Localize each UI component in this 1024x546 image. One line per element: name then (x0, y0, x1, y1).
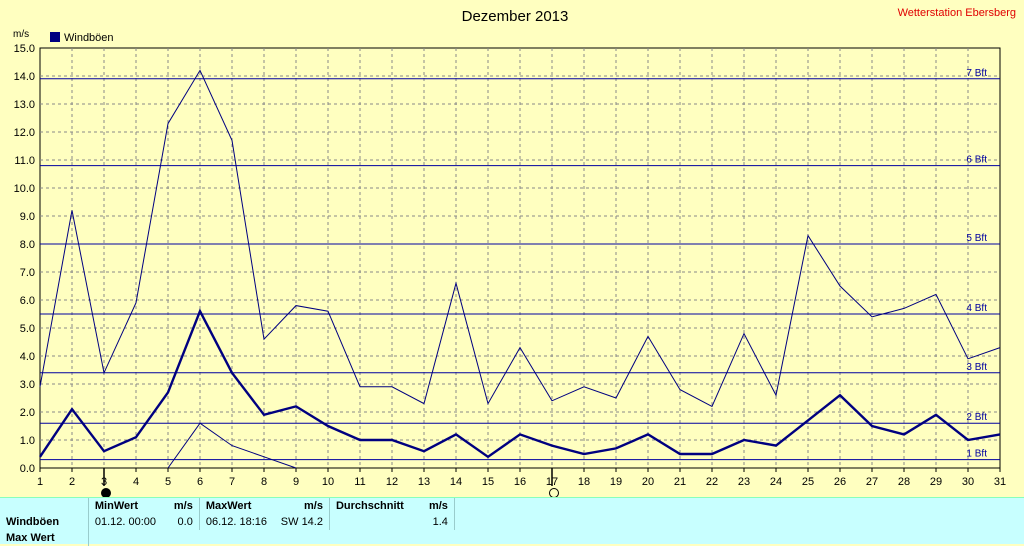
y-tick-label: 11.0 (14, 155, 35, 167)
x-tick-label: 22 (706, 476, 718, 488)
beaufort-label: 7 Bft (966, 68, 987, 79)
x-tick-label: 30 (962, 476, 974, 488)
y-tick-label: 10.0 (14, 183, 35, 195)
x-tick-label: 10 (322, 476, 334, 488)
stats-row-2-empty (87, 530, 1024, 546)
x-tick-label: 29 (930, 476, 942, 488)
chart-title: Dezember 2013 (462, 8, 569, 25)
series-line-max (39, 69, 1001, 408)
y-tick-label: 3.0 (20, 379, 35, 391)
x-tick-label: 16 (514, 476, 526, 488)
beaufort-label: 1 Bft (966, 449, 987, 460)
stats-avg-empty (328, 514, 418, 530)
stats-max-value: SW 14.2 (273, 514, 329, 530)
y-unit-label: m/s (13, 29, 29, 40)
y-tick-label: 4.0 (20, 351, 35, 363)
x-axis-ticks: 1234567891011121314151617181920212223242… (37, 468, 1006, 488)
series-line-min (167, 422, 297, 469)
y-tick-label: 6.0 (20, 295, 35, 307)
x-tick-label: 26 (834, 476, 846, 488)
y-tick-label: 5.0 (20, 323, 35, 335)
stats-header-empty (0, 498, 88, 514)
station-name: Wetterstation Ebersberg (898, 7, 1016, 19)
stats-max-dir: SW (280, 516, 299, 528)
beaufort-label: 3 Bft (966, 362, 987, 373)
x-tick-label: 5 (165, 476, 171, 488)
y-tick-label: 14.0 (14, 71, 35, 83)
stats-panel: MinWert m/s MaxWert m/s Durchschnitt m/s… (0, 497, 1024, 546)
x-tick-label: 18 (578, 476, 590, 488)
x-tick-label: 1 (37, 476, 43, 488)
stats-header-spacer (453, 498, 1024, 514)
stats-header-max-unit: m/s (304, 500, 323, 512)
x-tick-label: 19 (610, 476, 622, 488)
x-tick-label: 25 (802, 476, 814, 488)
stats-row-2-label: Max Wert (6, 532, 55, 544)
moon-markers (101, 468, 559, 497)
stats-header-min: MinWert (87, 498, 167, 514)
stats-avg-value: 1.4 (432, 516, 448, 528)
y-tick-label: 13.0 (14, 99, 35, 111)
stats-row: Windböen 01.12. 00:00 0.0 06.12. 18:16 S… (0, 514, 1024, 530)
x-tick-label: 11 (354, 476, 365, 488)
legend-label: Windböen (64, 32, 114, 44)
y-tick-label: 7.0 (20, 267, 35, 279)
stats-header-avg-unit: m/s (428, 500, 448, 512)
x-tick-label: 15 (482, 476, 494, 488)
stats-min-value: 0.0 (177, 516, 193, 528)
x-tick-label: 12 (386, 476, 398, 488)
moon-full-icon (549, 488, 559, 497)
stats-max-time: 06.12. 18:16 (198, 514, 273, 530)
y-tick-label: 9.0 (20, 211, 35, 223)
x-tick-label: 21 (674, 476, 686, 488)
x-tick-label: 14 (450, 476, 462, 488)
x-tick-label: 13 (418, 476, 430, 488)
beaufort-lines: 1 Bft 2 Bft 3 Bft 4 Bft 5 Bft 6 Bft 7 Bft (40, 68, 1000, 461)
stats-header-min-unit: m/s (173, 500, 193, 512)
x-tick-label: 9 (293, 476, 299, 488)
moon-new-icon (101, 488, 111, 497)
y-tick-label: 1.0 (20, 435, 35, 447)
x-tick-label: 7 (229, 476, 235, 488)
y-tick-label: 12.0 (14, 127, 35, 139)
legend-swatch (50, 32, 60, 42)
grid (40, 48, 1000, 468)
y-tick-label: 8.0 (20, 239, 35, 251)
stats-row-label: Windböen (6, 516, 60, 528)
beaufort-label: 6 Bft (966, 155, 987, 166)
stats-row-2: Max Wert (0, 530, 1024, 546)
x-tick-label: 31 (994, 476, 1006, 488)
x-tick-label: 20 (642, 476, 654, 488)
beaufort-label: 5 Bft (966, 233, 987, 244)
stats-header-avg: Durchschnitt (328, 498, 418, 514)
series-lines (39, 69, 1001, 469)
y-tick-label: 2.0 (20, 407, 35, 419)
x-tick-label: 2 (69, 476, 75, 488)
x-tick-label: 6 (197, 476, 203, 488)
stats-min-time: 01.12. 00:00 (87, 514, 167, 530)
stats-max-val: 14.2 (301, 516, 323, 528)
stats-header-row: MinWert m/s MaxWert m/s Durchschnitt m/s (0, 498, 1024, 514)
x-tick-label: 27 (866, 476, 878, 488)
x-tick-label: 28 (898, 476, 910, 488)
y-axis-ticks: 0.0 1.0 2.0 3.0 4.0 5.0 6.0 7.0 8.0 9.0 10.0 11.0 12… (14, 43, 35, 475)
stats-table: MinWert m/s MaxWert m/s Durchschnitt m/s… (0, 498, 1024, 546)
x-tick-label: 23 (738, 476, 750, 488)
series-line-avg (39, 308, 1001, 459)
stats-header-max: MaxWert (198, 498, 273, 514)
chart: Dezember 2013 Wetterstation Ebersberg m/… (13, 7, 1016, 497)
stats-row-spacer (453, 514, 1024, 530)
beaufort-label: 4 Bft (966, 303, 987, 314)
y-tick-label: 15.0 (14, 43, 35, 55)
y-tick-label: 0.0 (20, 463, 35, 475)
x-tick-label: 4 (133, 476, 139, 488)
x-tick-label: 8 (261, 476, 267, 488)
x-tick-label: 24 (770, 476, 782, 488)
beaufort-label: 2 Bft (966, 412, 987, 423)
